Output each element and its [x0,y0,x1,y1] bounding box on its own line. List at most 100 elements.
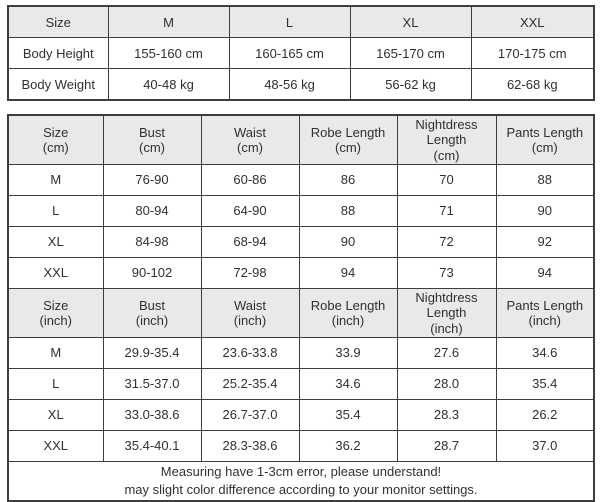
column-title: Size [43,297,69,313]
size-label: L [7,367,104,400]
table-cell: 88 [495,163,595,196]
column-title: Pants Length [506,297,584,313]
column-title: Robe Length [310,297,386,313]
body-height-row: Body Height 155-160 cm 160-165 cm 165-17… [7,37,595,69]
inch-row-l: L 31.5-37.0 25.2-35.4 34.6 28.0 35.4 [7,367,595,400]
table-cell: 90-102 [102,256,202,289]
waist-cm-header-cell: Waist (cm) [200,114,300,165]
cm-row-l: L 80-94 64-90 88 71 90 [7,194,595,227]
column-unit: (cm) [531,139,558,155]
inch-row-m: M 29.9-35.4 23.6-33.8 33.9 27.6 34.6 [7,336,595,369]
table-cell: 36.2 [298,429,398,462]
table-cell: 170-175 cm [470,37,595,69]
body-size-table: Size M L XL XXL Body Height 155-160 cm 1… [7,5,595,101]
table-cell: 94 [298,256,398,289]
column-title: Bust [138,124,165,140]
body-weight-row: Body Weight 40-48 kg 48-56 kg 56-62 kg 6… [7,68,595,101]
bust-inch-header-cell: Bust (inch) [102,287,202,338]
cm-row-xl: XL 84-98 68-94 90 72 92 [7,225,595,258]
size-label: XXL [7,429,104,462]
table-cell: 28.3-38.6 [200,429,300,462]
size-xl-header-cell: XL [349,5,472,38]
column-title: Size [43,124,69,140]
table-cell: 72-98 [200,256,300,289]
column-unit: (cm) [433,147,460,163]
table-cell: 27.6 [396,336,497,369]
table-cell: 40-48 kg [107,68,230,101]
table-cell: 70 [396,163,497,196]
column-title: Bust [138,297,165,313]
note-line-1: Measuring have 1-3cm error, please under… [160,463,442,479]
row-label: Body Weight [7,68,109,101]
table-cell: 73 [396,256,497,289]
bust-cm-header-cell: Bust (cm) [102,114,202,165]
pants-length-cm-header-cell: Pants Length (cm) [495,114,595,165]
size-header-cell: Size [7,5,109,38]
table-cell: 28.7 [396,429,497,462]
column-title: Robe Length [310,124,386,140]
table-cell: 25.2-35.4 [200,367,300,400]
table-cell: 34.6 [495,336,595,369]
table-cell: 88 [298,194,398,227]
size-l-header-cell: L [228,5,351,38]
nightdress-length-cm-header-cell: Nightdress Length (cm) [396,114,497,165]
table-cell: 160-165 cm [228,37,351,69]
column-unit: (inch) [528,312,561,328]
table-cell: 28.0 [396,367,497,400]
inch-section-header-row: Size (inch) Bust (inch) Waist (inch) Robe L… [7,287,595,338]
size-label: M [7,163,104,196]
table-cell: 56-62 kg [349,68,472,101]
size-label: XL [7,225,104,258]
cm-row-m: M 76-90 60-86 86 70 88 [7,163,595,196]
footer-note-row: Measuring have 1-3cm error, please under… [7,460,595,502]
table-cell: 29.9-35.4 [102,336,202,369]
cm-row-xxl: XXL 90-102 72-98 94 73 94 [7,256,595,289]
column-unit: (cm) [139,139,165,155]
table-cell: 71 [396,194,497,227]
size-label: L [7,194,104,227]
table-cell: 64-90 [200,194,300,227]
table-cell: 92 [495,225,595,258]
column-unit: (inch) [430,320,463,336]
size-table-header-row: Size M L XL XXL [7,5,595,38]
table-cell: 60-86 [200,163,300,196]
waist-inch-header-cell: Waist (inch) [200,287,300,338]
column-unit: (cm) [42,139,69,155]
table-cell: 35.4 [298,398,398,431]
robe-length-inch-header-cell: Robe Length (inch) [298,287,398,338]
table-cell: 35.4-40.1 [102,429,202,462]
size-m-header-cell: M [107,5,230,38]
table-cell: 33.9 [298,336,398,369]
size-label: XXL [7,256,104,289]
size-inch-header-cell: Size (inch) [7,287,104,338]
column-title: Pants Length [506,124,584,140]
size-label: M [7,336,104,369]
size-label: XL [7,398,104,431]
inch-row-xl: XL 33.0-38.6 26.7-37.0 35.4 28.3 26.2 [7,398,595,431]
table-cell: 94 [495,256,595,289]
table-cell: 37.0 [495,429,595,462]
table-cell: 84-98 [102,225,202,258]
table-cell: 33.0-38.6 [102,398,202,431]
measuring-note: Measuring have 1-3cm error, please under… [7,460,595,502]
size-xxl-header-cell: XXL [470,5,595,38]
column-unit: (inch) [233,312,267,328]
table-cell: 80-94 [102,194,202,227]
column-unit: (inch) [331,312,365,328]
table-cell: 72 [396,225,497,258]
robe-length-cm-header-cell: Robe Length (cm) [298,114,398,165]
column-title: Nightdress Length [415,117,478,148]
nightdress-length-inch-header-cell: Nightdress Length (inch) [396,287,497,338]
table-cell: 62-68 kg [470,68,595,101]
cm-section-header-row: Size (cm) Bust (cm) Waist (cm) Robe Length(… [7,114,595,165]
note-line-2: may slight color difference according to… [124,482,478,498]
pants-length-inch-header-cell: Pants Length (inch) [495,287,595,338]
column-title: Waist [233,297,267,313]
table-cell: 31.5-37.0 [102,367,202,400]
table-cell: 23.6-33.8 [200,336,300,369]
table-cell: 90 [298,225,398,258]
table-cell: 68-94 [200,225,300,258]
row-label: Body Height [7,37,109,69]
column-title: Waist [233,124,267,140]
inch-row-xxl: XXL 35.4-40.1 28.3-38.6 36.2 28.7 37.0 [7,429,595,462]
